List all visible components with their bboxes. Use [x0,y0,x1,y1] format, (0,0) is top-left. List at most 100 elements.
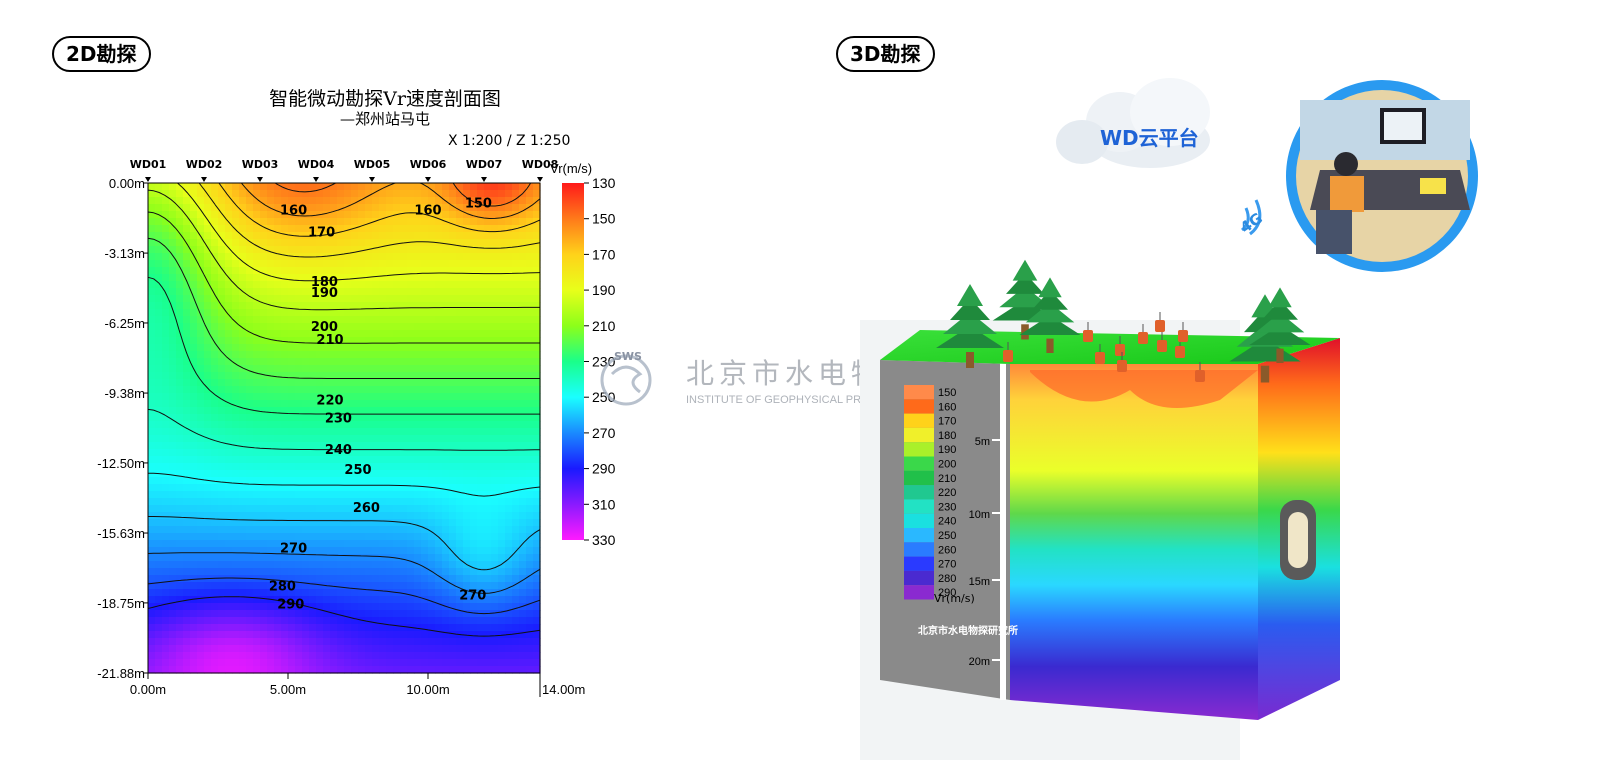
contour-label: 210 [316,333,343,348]
contour-label: 270 [459,589,486,604]
sensor-icon [1117,352,1127,372]
signal-icon [1240,199,1262,236]
station-marker [481,177,487,182]
legend3d-value: 180 [938,430,956,442]
y-tick-label: -15.63m [97,526,145,541]
y-tick-label: -6.25m [105,316,145,331]
3d-exploration-scene: 150 160 170 180 190 200 210 220 230 240 250 260 270 2… [860,78,1478,760]
legend3d-value: 150 [938,387,956,399]
colorbar-tick: 170 [592,246,616,262]
contour-label: 200 [311,320,338,335]
sensor-icon [1095,344,1105,364]
depth-tick: 20m [969,656,990,668]
chart-title: 智能微动勘探Vr速度剖面图 [269,88,501,110]
legend3d-value: 280 [938,573,956,585]
sensor-icon [1178,322,1188,342]
colorbar-tick: 270 [592,425,616,441]
sensor-icon [1157,332,1167,352]
contour-label: 160 [280,203,307,218]
colorbar-tick: 250 [592,389,616,405]
institute-label: 北京市水电物探研究所 [918,626,1018,637]
colorbar-tick: 310 [592,496,616,512]
scale-note: X 1:200 / Z 1:250 [448,133,571,149]
station-marker [201,177,207,182]
contour-label: 180 [311,275,338,290]
colorbar-tick: 150 [592,211,616,227]
station-label: WD06 [410,158,447,171]
legend3d-value: 260 [938,544,956,556]
contour-label: 220 [316,394,343,409]
station-label: WD01 [130,158,167,171]
colorbar [562,183,584,540]
station-marker [369,177,375,182]
contour-line-260 [148,516,541,571]
station-label: WD02 [186,158,223,171]
legend3d-value: 190 [938,444,956,456]
contour-line-180 [198,182,541,258]
legend3d-value: 240 [938,516,956,528]
contour-line-230 [147,276,540,415]
sensor-icon [1138,324,1148,344]
legend3d-value: 270 [938,559,956,571]
legend3d-unit: Vr(m/s) [934,592,975,605]
station-label: WD07 [466,158,503,171]
contour-line-190 [177,182,541,282]
station-marker [145,177,151,182]
sensor-icon [1003,342,1013,362]
legend3d-value: 220 [938,487,956,499]
colorbar-tick: 190 [592,282,616,298]
chart-subtitle: —郑州站马屯 [339,110,430,128]
station-label: WD05 [354,158,391,171]
contour-line-290 [147,596,541,637]
station-label: WD03 [242,158,279,171]
tree-icon [1019,277,1081,353]
y-tick-label: -21.88m [97,666,145,681]
colorbar-tick: 330 [592,532,616,548]
y-tick-label: 0.00m [109,176,145,191]
contour-line-240 [147,408,540,451]
legend3d-value: 160 [938,401,956,413]
depth-tick: 15m [969,576,990,588]
station-marker [537,177,543,182]
sensor-icon [1083,322,1093,342]
station-label: WD04 [298,158,335,171]
contour-label: 270 [280,542,307,557]
contour-label: 170 [308,226,335,241]
station-marker [313,177,319,182]
contour-label: 190 [311,286,338,301]
contour-line-150 [274,182,532,207]
legend3d-value: 200 [938,459,956,471]
tunnel-icon [1280,500,1316,580]
contour-line-220 [147,237,540,379]
contour-line-170 [218,182,541,237]
colorbar-unit: Vr(m/s) [550,161,592,176]
sensor-icon [1195,362,1205,382]
depth-tick: 10m [969,509,990,521]
contour-label: 280 [269,580,296,595]
station-marker [425,177,431,182]
contour-line-250 [147,472,541,497]
y-tick-label: -3.13m [105,246,145,261]
x-tick-label: 14.00m [542,682,585,697]
y-tick-label: -9.38m [105,386,145,401]
legend3d-value: 290 [938,587,956,599]
label-3d-exploration: 3D勘探 [836,36,935,72]
colorbar-tick: 290 [592,461,616,477]
contour-line-210 [147,211,540,344]
colorbar-tick: 230 [592,354,616,370]
depth-tick: 5m [975,436,990,448]
contour-label: 240 [325,443,352,458]
contour-label: 250 [344,463,371,478]
legend3d-value: 210 [938,473,956,485]
x-tick-label: 10.00m [406,682,449,697]
contour-label: 150 [465,197,492,212]
tree-icon [936,284,1004,368]
legend3d-value: 250 [938,530,956,542]
contour-line-270 [147,552,541,594]
colorbar-tick: 210 [592,318,616,334]
contour-line-200 [147,189,540,311]
contour-line-280 [147,577,541,615]
cloud-icon [1056,78,1210,168]
y-tick-label: -18.75m [97,596,145,611]
